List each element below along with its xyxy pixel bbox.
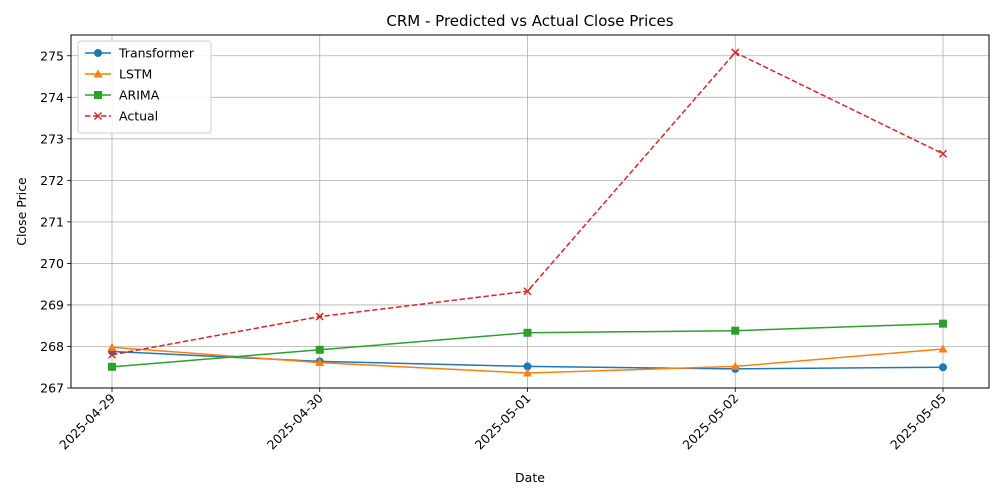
y-tick-label: 269 [40,297,64,312]
data-point-actual [938,149,948,158]
series-group [107,48,948,377]
data-point-arima [523,328,532,337]
data-point-transformer [939,363,947,372]
legend-label-actual: Actual [119,109,158,124]
x-axis-title: Date [515,470,545,485]
legend-label-transformer: Transformer [118,46,195,61]
legend-label-arima: ARIMA [119,88,160,103]
legend-label-lstm: LSTM [119,67,152,82]
data-point-arima [315,345,324,354]
data-point-arima [108,362,116,371]
data-point-lstm [730,361,740,370]
y-tick-label: 275 [40,48,64,63]
data-point-actual [315,312,324,321]
series-actual [107,48,948,359]
legend-item-actual: Actual [85,109,158,124]
series-arima [108,319,947,371]
data-point-arima [731,326,740,335]
y-tick-label: 274 [40,90,64,105]
data-point-actual [107,350,117,359]
data-point-actual [731,48,740,57]
y-tick-label: 270 [40,256,64,271]
legend-item-transformer: Transformer [85,46,195,61]
y-tick-label: 268 [40,339,64,354]
plot-frame [70,34,990,389]
legend-marker-lstm [93,69,103,78]
y-tick-label: 271 [40,214,64,229]
y-axis-ticks: 267 268 269 270 271 272 273 274 275 [40,48,71,396]
y-tick-label: 272 [40,173,64,188]
y-axis-title: Close Price [14,177,29,246]
legend-marker-transformer [94,49,102,57]
legend-box [77,40,212,134]
y-tick-label: 273 [40,131,64,146]
legend-marker-actual [93,111,103,121]
y-tick-label: 267 [40,381,64,396]
legend-item-lstm: LSTM [85,67,152,82]
data-point-actual [523,287,532,296]
legend-item-arima: ARIMA [85,88,160,103]
data-point-lstm [523,368,532,377]
chart-title: CRM - Predicted vs Actual Close Prices [386,12,673,30]
legend-marker-arima [94,91,102,99]
series-lstm [107,342,948,377]
grid [71,35,989,389]
legend: Transformer LSTM ARIMA Actual [77,40,212,134]
data-point-lstm [938,344,948,353]
data-point-lstm [315,358,325,367]
data-point-transformer [523,362,532,371]
data-point-arima [939,319,947,328]
data-point-lstm [107,342,117,351]
